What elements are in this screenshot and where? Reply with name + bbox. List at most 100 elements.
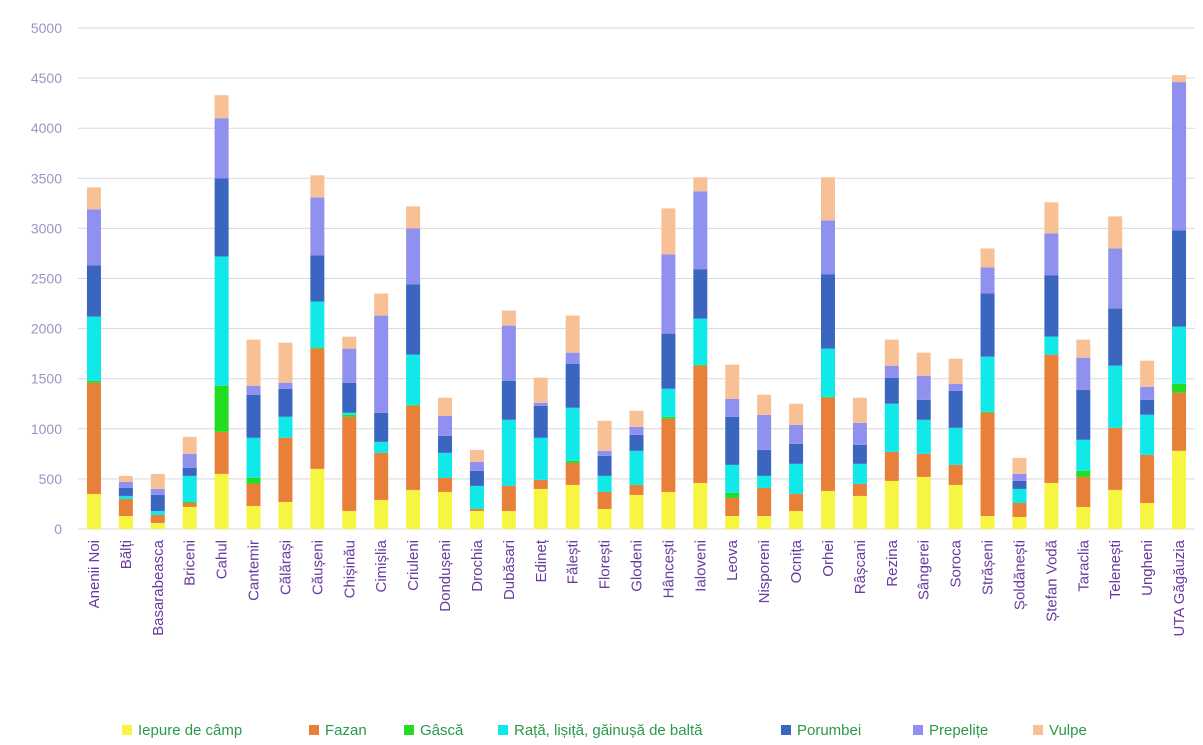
y-tick-label: 1500 [31, 371, 62, 387]
bar-segment [916, 419, 931, 454]
bar-segment [916, 352, 931, 376]
y-tick-label: 3000 [31, 220, 62, 236]
bar-segment [852, 495, 867, 529]
bar-segment [1140, 414, 1155, 455]
bar-segment [501, 325, 516, 381]
bar-segment [246, 477, 261, 484]
x-tick-label: Telenești [1107, 540, 1124, 599]
bar-segment [1012, 473, 1027, 481]
bar-segment [565, 315, 580, 353]
bar-segment [1140, 360, 1155, 387]
y-tick-label: 2000 [31, 321, 62, 337]
bar-segment [757, 394, 772, 415]
bar-segment [1172, 383, 1187, 393]
bar-segment [1172, 75, 1187, 83]
y-tick-label: 0 [54, 521, 62, 537]
y-tick-label: 4500 [31, 70, 62, 86]
bar-segment [661, 254, 676, 334]
bar-segment [1044, 336, 1059, 355]
legend-swatch [1033, 725, 1043, 735]
x-tick-label: Florești [597, 540, 614, 589]
bar-segment [725, 416, 740, 465]
bar-segment [661, 491, 676, 529]
bar-segment [374, 293, 389, 316]
bar-segment [342, 416, 357, 511]
bar-segment [406, 228, 421, 285]
bar-segment [565, 363, 580, 408]
bar-segment [820, 397, 835, 491]
bar-segment [725, 497, 740, 516]
y-tick-label: 4000 [31, 120, 62, 136]
bar-segment [1044, 233, 1059, 276]
y-tick-label: 2500 [31, 271, 62, 287]
bar-segment [342, 412, 357, 415]
bar-segment [661, 208, 676, 255]
bar-segment [789, 424, 804, 444]
legend-label: Fazan [325, 722, 367, 739]
legend: Iepure de câmp Fazan Gâscă Rață, lișiță, gă… [122, 722, 1087, 739]
bar-segment [150, 514, 165, 523]
bar-segment [693, 269, 708, 319]
bar-segment [852, 463, 867, 484]
legend-swatch [122, 725, 132, 735]
bar-segment [820, 396, 835, 398]
bar-segment [278, 342, 293, 383]
x-tick-label: Dondușeni [437, 540, 454, 612]
bar-segment [1076, 339, 1091, 358]
bar-segment [342, 382, 357, 413]
bar-segment [406, 405, 421, 490]
legend-label: Porumbei [797, 722, 861, 739]
bar-segment [246, 437, 261, 478]
bar-segment [246, 385, 261, 395]
bar-segment [948, 383, 963, 391]
bar-segment [406, 284, 421, 355]
bar-segment [1044, 354, 1059, 483]
bar-segment [310, 175, 325, 198]
bar-segment [118, 475, 133, 482]
x-axis: Anenii Noi Bălți Basarabeasca Briceni Cahul C… [86, 539, 1188, 636]
bar-segment [533, 437, 548, 480]
legend-swatch [913, 725, 923, 735]
bar-segment [342, 510, 357, 529]
bar-segment [725, 492, 740, 498]
bar-segment [214, 256, 229, 386]
x-tick-label: Taraclia [1075, 539, 1092, 591]
bar-segment [629, 434, 644, 451]
bars [86, 75, 1187, 529]
bar-segment [693, 365, 708, 483]
bar-segment [310, 255, 325, 302]
bar-segment [214, 118, 229, 179]
bar-segment [118, 498, 133, 516]
bar-segment [1172, 326, 1187, 384]
bar-segment [725, 515, 740, 529]
bar-segment [118, 495, 133, 499]
bar-segment [980, 411, 995, 413]
bar-segment [246, 505, 261, 529]
bar-segment [980, 293, 995, 357]
bar-segment [820, 348, 835, 397]
bar-segment [469, 449, 484, 462]
bar-segment [1044, 275, 1059, 337]
bar-segment [789, 463, 804, 494]
bar-segment [980, 515, 995, 529]
bar-segment [597, 455, 612, 476]
bar-segment [1076, 506, 1091, 529]
bar-segment [86, 187, 101, 210]
bar-segment [438, 491, 453, 529]
bar-segment [182, 506, 197, 529]
bar-segment [1076, 439, 1091, 471]
bar-segment [916, 476, 931, 529]
bar-segment [629, 410, 644, 427]
bar-segment [406, 489, 421, 529]
bar-segment [565, 462, 580, 485]
x-tick-label: Călărași [277, 540, 294, 595]
bar-segment [597, 475, 612, 492]
gridlines [78, 27, 1195, 530]
bar-segment [629, 494, 644, 529]
bar-segment [214, 95, 229, 119]
x-tick-label: Drochia [469, 539, 486, 591]
x-tick-label: Orhei [820, 540, 837, 577]
bar-segment [278, 437, 293, 502]
x-tick-label: Cahul [214, 540, 231, 579]
legend-item: Prepelițe [913, 722, 988, 739]
